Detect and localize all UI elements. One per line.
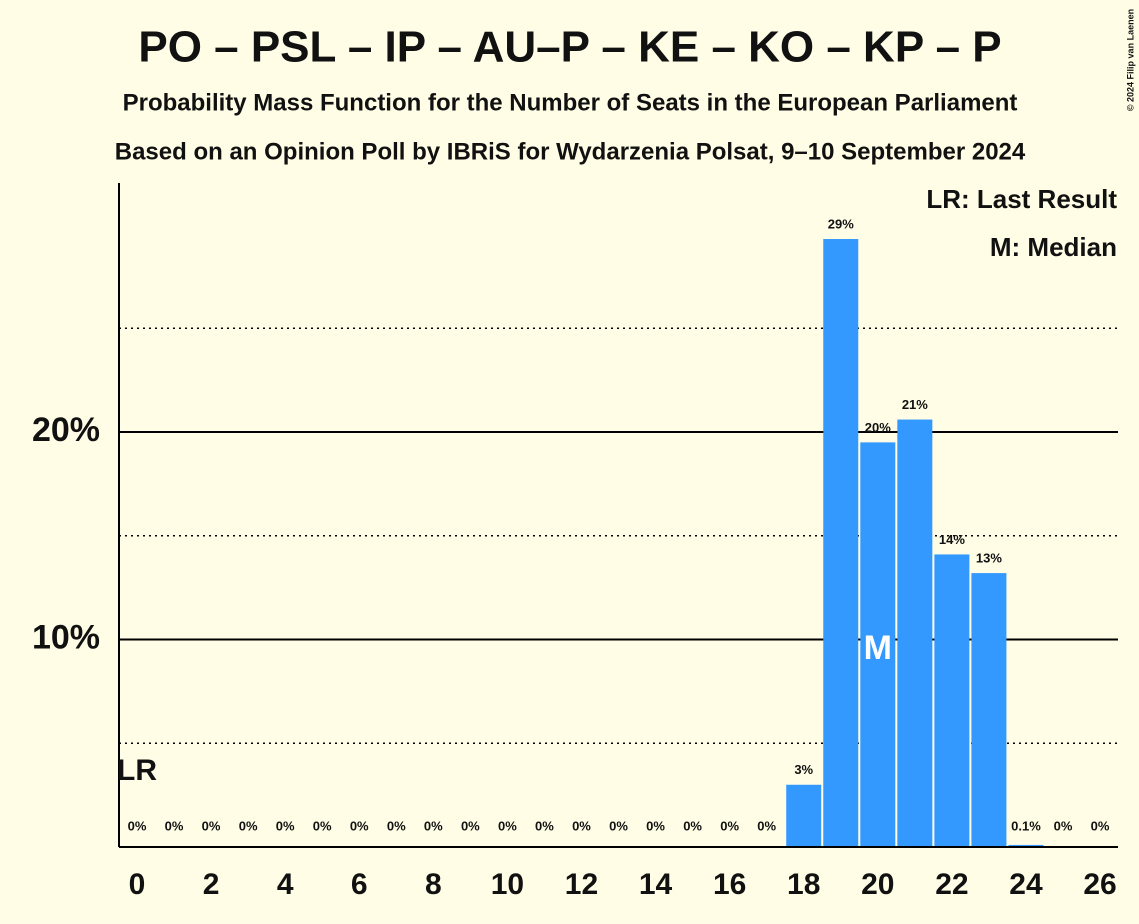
x-tick-label: 0	[129, 868, 146, 901]
value-label: 0%	[350, 818, 369, 833]
chart-title: PO – PSL – IP – AU–P – KE – KO – KP – P	[138, 23, 1001, 72]
value-label: 0%	[313, 818, 332, 833]
value-label: 0%	[165, 818, 184, 833]
value-label: 0%	[1054, 818, 1073, 833]
annotation: M	[864, 629, 892, 667]
value-label: 0%	[276, 818, 295, 833]
bar	[860, 442, 896, 847]
value-label: 0%	[757, 818, 776, 833]
x-tick-label: 8	[425, 868, 442, 901]
x-tick-label: 4	[277, 868, 294, 901]
bar	[934, 554, 970, 847]
bar	[1008, 844, 1044, 847]
value-label: 0%	[1091, 818, 1110, 833]
value-label: 0%	[498, 818, 517, 833]
value-label: 0%	[239, 818, 258, 833]
value-label: 0%	[202, 818, 221, 833]
value-label: 0%	[128, 818, 147, 833]
y-tick-label: 10%	[32, 618, 100, 656]
x-tick-label: 22	[935, 868, 968, 901]
value-label: 0.1%	[1011, 818, 1041, 833]
chart-subtitle: Based on an Opinion Poll by IBRiS for Wy…	[115, 138, 1026, 165]
y-tick-label: 20%	[32, 411, 100, 449]
value-label: 0%	[572, 818, 591, 833]
x-tick-label: 6	[351, 868, 368, 901]
x-tick-label: 16	[713, 868, 746, 901]
bar	[786, 784, 822, 847]
value-label: 0%	[609, 818, 628, 833]
value-label: 21%	[902, 397, 928, 412]
bar	[897, 419, 933, 847]
bar	[971, 573, 1007, 847]
x-tick-label: 14	[639, 868, 673, 901]
legend-entry: LR: Last Result	[926, 184, 1117, 214]
bar	[823, 239, 859, 847]
x-tick-label: 18	[787, 868, 820, 901]
annotation: LR	[117, 754, 157, 787]
copyright: © 2024 Filip van Laenen	[1125, 9, 1135, 111]
value-label: 20%	[865, 420, 891, 435]
x-tick-label: 24	[1009, 868, 1043, 901]
value-label: 0%	[646, 818, 665, 833]
value-label: 0%	[683, 818, 702, 833]
x-tick-label: 20	[861, 868, 894, 901]
value-label: 0%	[387, 818, 406, 833]
x-tick-label: 12	[565, 868, 598, 901]
chart-subtitle: Probability Mass Function for the Number…	[123, 89, 1018, 116]
value-label: 3%	[794, 762, 813, 777]
value-label: 0%	[461, 818, 480, 833]
value-label: 0%	[535, 818, 554, 833]
legend-entry: M: Median	[990, 232, 1117, 262]
x-tick-label: 26	[1083, 868, 1116, 901]
value-label: 29%	[828, 216, 854, 231]
x-tick-label: 2	[203, 868, 220, 901]
value-label: 13%	[976, 551, 1002, 566]
x-tick-label: 10	[491, 868, 524, 901]
value-label: 0%	[720, 818, 739, 833]
value-label: 14%	[939, 532, 965, 547]
value-label: 0%	[424, 818, 443, 833]
